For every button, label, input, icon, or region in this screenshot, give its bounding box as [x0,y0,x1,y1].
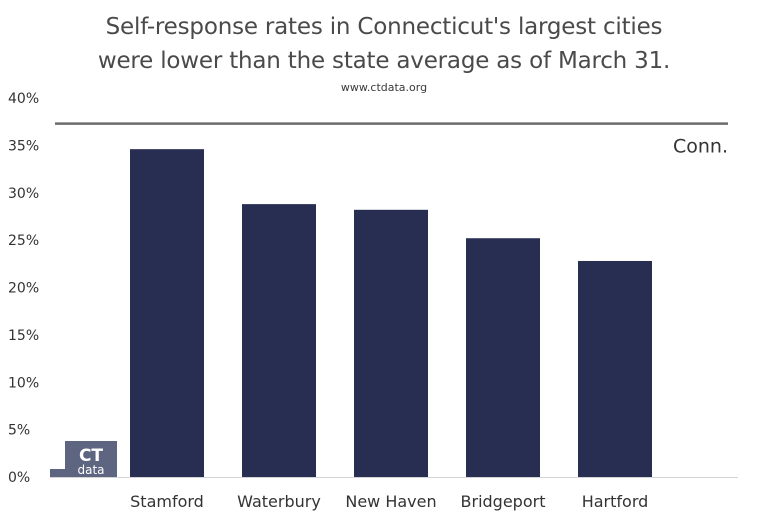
bar-new-haven [354,209,428,477]
x-tick-label: Waterbury [237,492,321,511]
bar-stamford [130,149,204,478]
bar-hartford [578,260,652,477]
y-axis-ticks: 0% 5% 10% 15% 20% 25% 30% 35% 40% [8,91,39,486]
x-tick-label: New Haven [345,492,436,511]
x-tick-label: Hartford [582,492,649,511]
chart-title-line-2: were lower than the state average as of … [97,48,671,74]
y-tick-label: 10% [8,375,39,391]
x-tick-label: Stamford [130,492,204,511]
reference-line-label: Conn. [673,136,728,158]
logo-text-bottom: data [77,463,104,477]
logo-block [65,441,117,477]
y-tick-label: 35% [8,138,39,154]
bar-waterbury [242,204,316,477]
x-axis-labels: Stamford Waterbury New Haven Bridgeport Hart… [130,492,648,511]
chart-subtitle: www.ctdata.org [340,81,428,94]
y-tick-label: 0% [8,470,30,486]
chart-title: Self-response rates in Connecticut's lar… [0,10,768,78]
logo-text-top: CT [79,446,103,466]
chart-title-line-1: Self-response rates in Connecticut's lar… [105,14,663,40]
y-tick-label: 5% [8,423,30,439]
reference-line-group: Conn. [55,122,728,158]
y-tick-label: 15% [8,328,39,344]
y-tick-label: 25% [8,233,39,249]
y-tick-label: 40% [8,91,39,107]
bars [130,149,652,478]
bar-bridgeport [466,238,540,477]
x-tick-label: Bridgeport [461,492,546,511]
logo-tab [50,469,65,477]
y-tick-label: 30% [8,186,39,202]
y-tick-label: 20% [8,281,39,297]
